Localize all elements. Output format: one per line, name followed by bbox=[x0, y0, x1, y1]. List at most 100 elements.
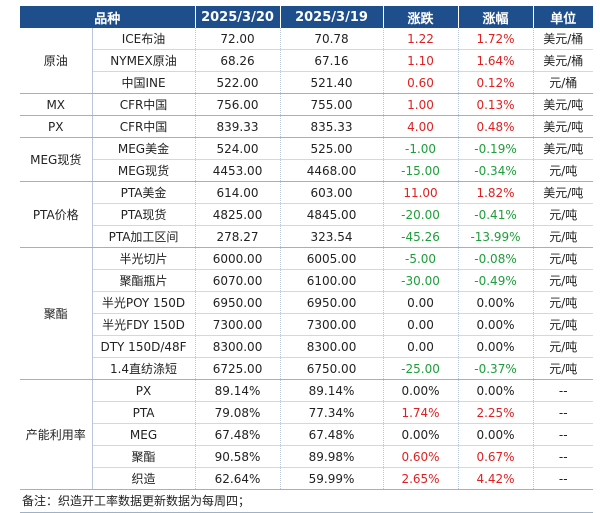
value-date-1: 524.00 bbox=[195, 137, 281, 160]
table-row: PTA加工区间 278.27 323.54 -45.26 -13.99% 元/吨 bbox=[20, 225, 594, 248]
value-date-2: 755.00 bbox=[280, 93, 384, 116]
item-name: PTA加工区间 bbox=[92, 225, 196, 248]
unit-label: -- bbox=[533, 401, 594, 424]
unit-label: 美元/吨 bbox=[533, 137, 594, 160]
value-date-1: 614.00 bbox=[195, 181, 281, 204]
table-row: PTA 79.08% 77.34% 1.74% 2.25% -- bbox=[20, 401, 594, 424]
change-pct: 4.42% bbox=[458, 467, 534, 490]
item-name: 1.4直纺涤短 bbox=[92, 357, 196, 380]
value-date-1: 67.48% bbox=[195, 423, 281, 446]
change-value: 1.00 bbox=[383, 93, 459, 116]
value-date-1: 522.00 bbox=[195, 71, 281, 94]
item-name: 半光POY 150D bbox=[92, 291, 196, 314]
table-row: PTA现货 4825.00 4845.00 -20.00 -0.41% 元/吨 bbox=[20, 203, 594, 226]
value-date-2: 70.78 bbox=[280, 28, 384, 50]
header-date-2: 2025/3/19 bbox=[280, 6, 384, 28]
item-name: CFR中国 bbox=[92, 93, 196, 116]
item-name: DTY 150D/48F bbox=[92, 335, 196, 358]
table-row: 半光POY 150D 6950.00 6950.00 0.00 0.00% 元/吨 bbox=[20, 291, 594, 314]
price-table-container: 品种 2025/3/20 2025/3/19 涨跌 涨幅 单位 原油 ICE布油 7… bbox=[20, 6, 594, 513]
change-value: 4.00 bbox=[383, 115, 459, 138]
table-body: 原油 ICE布油 72.00 70.78 1.22 1.72% 美元/桶 NYMEX原油 68.… bbox=[20, 28, 594, 490]
value-date-1: 6070.00 bbox=[195, 269, 281, 292]
change-value: 1.10 bbox=[383, 49, 459, 72]
change-pct: -13.99% bbox=[458, 225, 534, 248]
unit-label: 元/桶 bbox=[533, 71, 594, 94]
group-label: 聚酯 bbox=[20, 247, 93, 380]
table-row: 聚酯 90.58% 89.98% 0.60% 0.67% -- bbox=[20, 445, 594, 468]
change-pct: -0.19% bbox=[458, 137, 534, 160]
item-name: MEG美金 bbox=[92, 137, 196, 160]
value-date-1: 62.64% bbox=[195, 467, 281, 490]
value-date-2: 521.40 bbox=[280, 71, 384, 94]
value-date-1: 89.14% bbox=[195, 379, 281, 402]
value-date-1: 6725.00 bbox=[195, 357, 281, 380]
unit-label: 元/吨 bbox=[533, 291, 594, 314]
item-name: 半光切片 bbox=[92, 247, 196, 270]
change-pct: 1.82% bbox=[458, 181, 534, 204]
change-pct: -0.34% bbox=[458, 159, 534, 182]
unit-label: 元/吨 bbox=[533, 269, 594, 292]
change-pct: 0.00% bbox=[458, 423, 534, 446]
change-value: 2.65% bbox=[383, 467, 459, 490]
value-date-2: 603.00 bbox=[280, 181, 384, 204]
table-row: 半光FDY 150D 7300.00 7300.00 0.00 0.00% 元/吨 bbox=[20, 313, 594, 336]
item-name: 织造 bbox=[92, 467, 196, 490]
table-row: PX CFR中国 839.33 835.33 4.00 0.48% 美元/吨 bbox=[20, 115, 594, 138]
change-pct: 0.12% bbox=[458, 71, 534, 94]
unit-label: 美元/桶 bbox=[533, 28, 594, 50]
footnote: 备注：织造开工率数据更新数据为每周四； bbox=[20, 490, 593, 513]
change-pct: -0.49% bbox=[458, 269, 534, 292]
item-name: 聚酯 bbox=[92, 445, 196, 468]
item-name: ICE布油 bbox=[92, 28, 196, 50]
value-date-1: 90.58% bbox=[195, 445, 281, 468]
change-pct: 0.48% bbox=[458, 115, 534, 138]
table-row: PTA价格 PTA美金 614.00 603.00 11.00 1.82% 美元/吨 bbox=[20, 181, 594, 248]
change-pct: 0.00% bbox=[458, 313, 534, 336]
group-label: 产能利用率 bbox=[20, 379, 93, 490]
unit-label: 元/吨 bbox=[533, 225, 594, 248]
unit-label: -- bbox=[533, 445, 594, 468]
change-value: -30.00 bbox=[383, 269, 459, 292]
unit-label: -- bbox=[533, 379, 594, 402]
item-name: 聚酯瓶片 bbox=[92, 269, 196, 292]
change-value: 0.00 bbox=[383, 291, 459, 314]
value-date-1: 7300.00 bbox=[195, 313, 281, 336]
value-date-2: 835.33 bbox=[280, 115, 384, 138]
change-pct: 0.67% bbox=[458, 445, 534, 468]
value-date-1: 278.27 bbox=[195, 225, 281, 248]
group-label: PTA价格 bbox=[20, 181, 93, 248]
change-pct: 2.25% bbox=[458, 401, 534, 424]
change-value: 1.74% bbox=[383, 401, 459, 424]
value-date-2: 89.98% bbox=[280, 445, 384, 468]
change-value: -20.00 bbox=[383, 203, 459, 226]
table-row: 1.4直纺涤短 6725.00 6750.00 -25.00 -0.37% 元/吨 bbox=[20, 357, 594, 380]
item-name: PX bbox=[92, 379, 196, 402]
change-value: 0.00% bbox=[383, 379, 459, 402]
change-pct: 1.64% bbox=[458, 49, 534, 72]
table-row: DTY 150D/48F 8300.00 8300.00 0.00 0.00% 元/吨 bbox=[20, 335, 594, 358]
change-value: 1.22 bbox=[383, 28, 459, 50]
value-date-2: 6950.00 bbox=[280, 291, 384, 314]
item-name: 半光FDY 150D bbox=[92, 313, 196, 336]
value-date-2: 89.14% bbox=[280, 379, 384, 402]
item-name: NYMEX原油 bbox=[92, 49, 196, 72]
unit-label: -- bbox=[533, 423, 594, 446]
value-date-2: 6005.00 bbox=[280, 247, 384, 270]
item-name: CFR中国 bbox=[92, 115, 196, 138]
value-date-1: 4825.00 bbox=[195, 203, 281, 226]
price-table: 品种 2025/3/20 2025/3/19 涨跌 涨幅 单位 原油 ICE布油 7… bbox=[20, 6, 594, 490]
table-row: 产能利用率 PX 89.14% 89.14% 0.00% 0.00% -- bbox=[20, 379, 594, 490]
unit-label: 元/吨 bbox=[533, 313, 594, 336]
value-date-1: 68.26 bbox=[195, 49, 281, 72]
change-pct: -0.41% bbox=[458, 203, 534, 226]
table-row: 织造 62.64% 59.99% 2.65% 4.42% -- bbox=[20, 467, 594, 490]
header-category: 品种 bbox=[20, 6, 196, 28]
value-date-2: 4845.00 bbox=[280, 203, 384, 226]
group-label: PX bbox=[20, 115, 93, 138]
value-date-1: 839.33 bbox=[195, 115, 281, 138]
group-label: MEG现货 bbox=[20, 137, 93, 182]
change-pct: 0.00% bbox=[458, 379, 534, 402]
item-name: PTA现货 bbox=[92, 203, 196, 226]
table-header-row: 品种 2025/3/20 2025/3/19 涨跌 涨幅 单位 bbox=[20, 6, 594, 28]
